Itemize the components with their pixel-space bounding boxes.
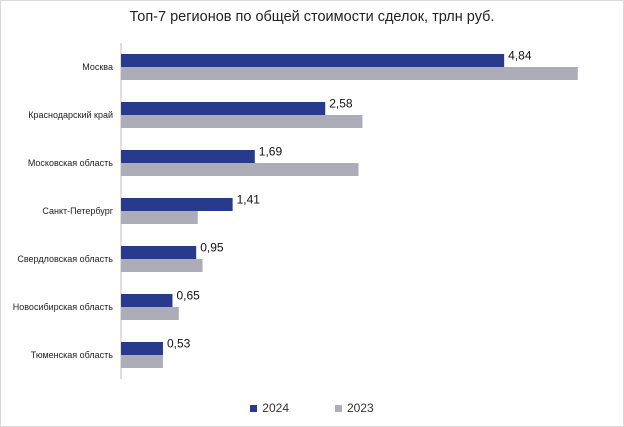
bar-2023: [121, 259, 203, 272]
bar-2023: [121, 67, 578, 80]
data-label-2024: 0,53: [167, 337, 191, 351]
category-label: Москва: [82, 62, 113, 72]
bar-2023: [121, 163, 359, 176]
category-label: Свердловская область: [17, 254, 113, 264]
bar-2024: [121, 150, 255, 163]
data-label-2024: 4,84: [508, 49, 532, 63]
bar-2024: [121, 102, 326, 115]
legend-swatch-2023: [335, 404, 342, 412]
legend-label-2023: 2023: [347, 401, 374, 415]
bar-2023: [121, 211, 198, 224]
legend-label-2024: 2024: [262, 401, 289, 415]
category-label: Санкт-Петербург: [42, 206, 113, 216]
category-label: Краснодарский край: [28, 110, 113, 120]
data-label-2024: 0,95: [200, 241, 224, 255]
data-label-2024: 1,69: [259, 145, 283, 159]
chart-legend: 2024 2023: [1, 401, 623, 415]
legend-swatch-2024: [250, 404, 258, 412]
legend-item-2023: 2023: [335, 401, 374, 415]
bar-2024: [121, 342, 163, 355]
bar-2024: [121, 246, 197, 259]
chart-title: Топ-7 регионов по общей стоимости сделок…: [129, 9, 495, 25]
data-label-2024: 2,58: [329, 97, 353, 111]
bar-2024: [121, 294, 173, 307]
category-label: Московская область: [28, 158, 113, 168]
legend-item-2024: 2024: [250, 401, 289, 415]
data-label-2024: 0,65: [176, 289, 200, 303]
bar-2024: [121, 54, 505, 67]
bar-2023: [121, 115, 363, 128]
bar-2024: [121, 198, 233, 211]
category-label: Тюменская область: [31, 350, 114, 360]
bar-2023: [121, 355, 163, 368]
category-label: Новосибирская область: [13, 302, 114, 312]
bar-2023: [121, 307, 179, 320]
data-label-2024: 1,41: [237, 193, 261, 207]
